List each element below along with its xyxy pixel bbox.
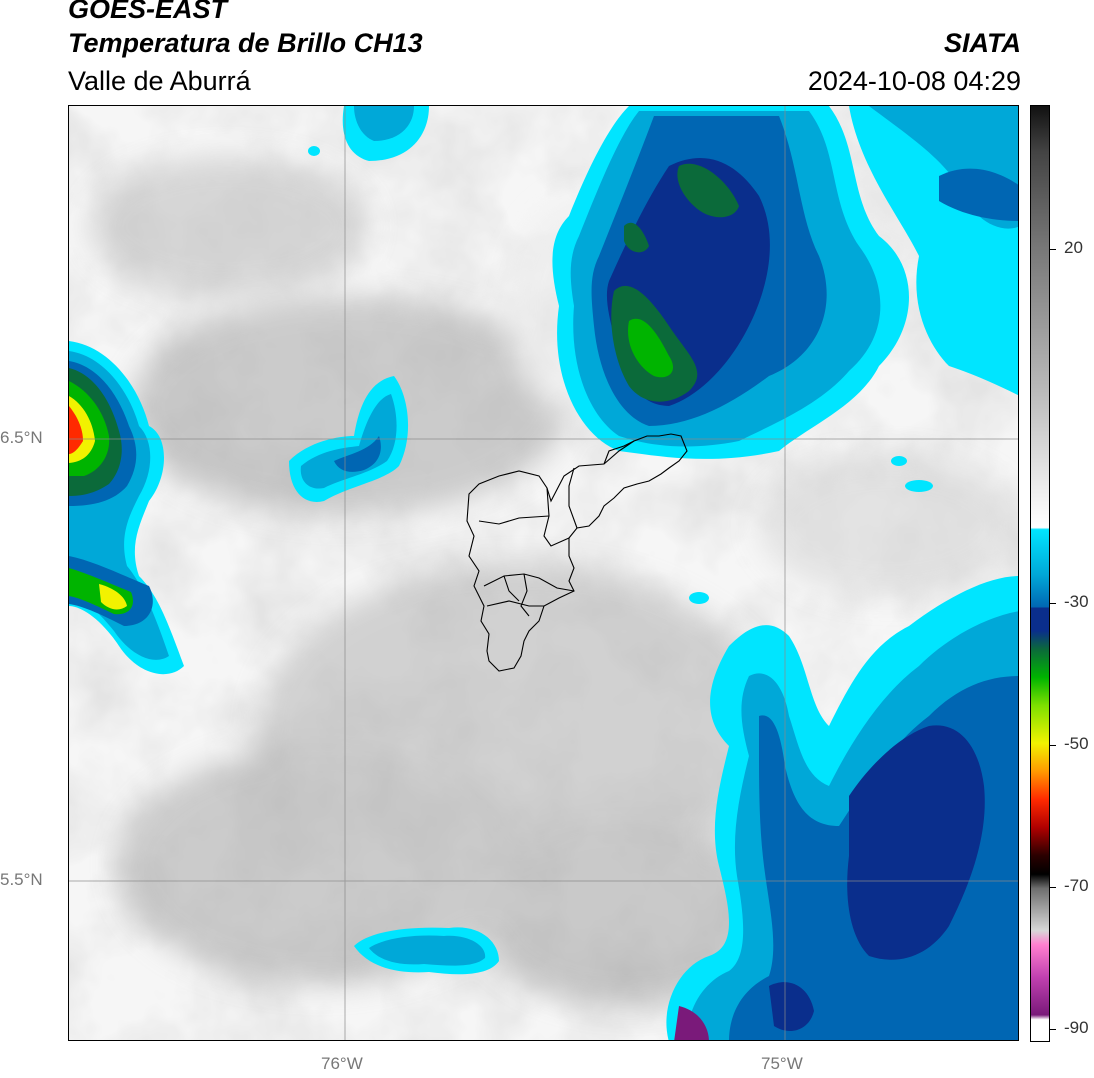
colorbar-fill <box>1031 106 1049 1041</box>
brand-label: SIATA <box>944 28 1021 58</box>
timestamp-label: 2024-10-08 04:29 <box>807 66 1021 96</box>
colorbar-tick-m50: -50 <box>1064 734 1089 753</box>
lat-label-5-5: 5.5°N <box>0 870 43 889</box>
colorbar-tick-mark-m30 <box>1050 603 1056 604</box>
cloud-south <box>354 927 499 975</box>
map-canvas <box>69 106 1018 1040</box>
lon-label-76: 76°W <box>321 1054 363 1073</box>
title-product: Temperatura de Brillo CH13 <box>68 28 423 58</box>
colorbar <box>1030 105 1050 1042</box>
cloud-southeast <box>666 576 1018 1040</box>
colorbar-tick-m30: -30 <box>1064 592 1089 611</box>
lon-label-75: 75°W <box>761 1054 803 1073</box>
title-satellite: GOES-EAST <box>68 0 228 24</box>
grid-lines <box>69 106 1018 1040</box>
colorbar-gradient <box>1031 106 1049 1041</box>
aburra-boundaries <box>466 433 688 672</box>
subtitle-region: Valle de Aburrá <box>68 66 251 96</box>
colorbar-tick-m70: -70 <box>1064 876 1089 895</box>
colorbar-tick-mark-m50 <box>1050 745 1056 746</box>
colorbar-tick-mark-20 <box>1050 249 1056 250</box>
colorbar-tick-20: 20 <box>1064 238 1083 257</box>
colorbar-tick-mark-m90 <box>1050 1029 1056 1030</box>
cloud-northeast <box>552 106 1018 459</box>
cloud-specks <box>308 106 933 604</box>
lat-label-6-5: 6.5°N <box>0 428 43 447</box>
colorbar-tick-m90: -90 <box>1064 1018 1089 1037</box>
colorbar-tick-mark-m70 <box>1050 887 1056 888</box>
cloud-west <box>69 341 184 675</box>
satellite-map <box>68 105 1019 1041</box>
